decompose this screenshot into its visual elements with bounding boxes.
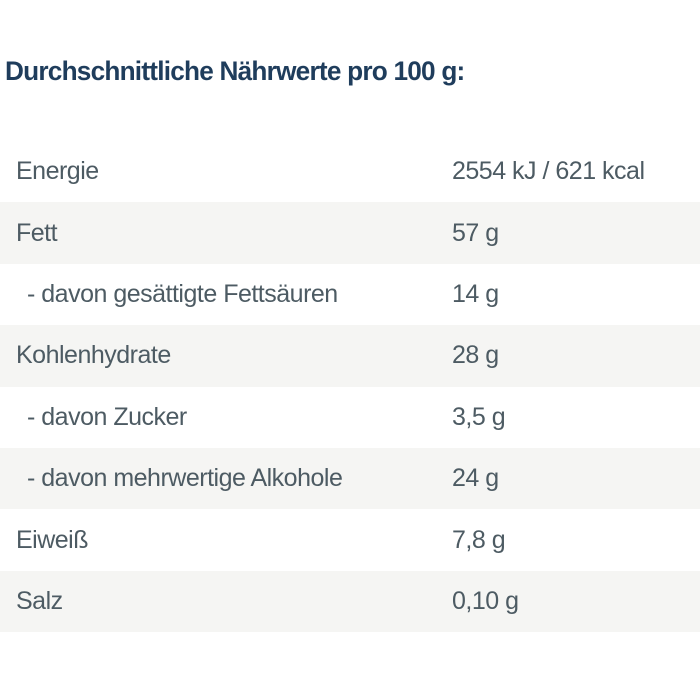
table-row: - davon gesättigte Fettsäuren 14 g: [0, 264, 700, 325]
row-value: 28 g: [452, 341, 499, 370]
row-label: Eiweiß: [16, 525, 89, 554]
row-label: - davon Zucker: [27, 402, 187, 431]
row-value: 0,10 g: [452, 586, 519, 615]
table-row: Kohlenhydrate 28 g: [0, 325, 700, 387]
row-value: 24 g: [452, 464, 499, 493]
row-label: - davon mehrwertige Alkohole: [27, 464, 343, 493]
page-title: Durchschnittliche Nährwerte pro 100 g:: [5, 56, 465, 86]
row-label: - davon gesättigte Fettsäuren: [27, 279, 338, 308]
row-label: Salz: [16, 586, 63, 615]
row-label: Energie: [16, 157, 99, 186]
table-row: Fett 57 g: [0, 202, 700, 264]
table-row: Salz 0,10 g: [0, 570, 700, 633]
row-label: Fett: [16, 218, 58, 247]
row-value: 3,5 g: [452, 402, 506, 431]
row-value: 7,8 g: [452, 525, 506, 554]
table-row: Energie 2554 kJ / 621 kcal: [0, 141, 700, 202]
row-label: Kohlenhydrate: [16, 341, 171, 370]
row-value: 57 g: [452, 218, 499, 247]
nutrition-table: Energie 2554 kJ / 621 kcal Fett 57 g - d…: [0, 141, 700, 633]
row-value: 2554 kJ / 621 kcal: [452, 157, 645, 186]
table-row: - davon Zucker 3,5 g: [0, 387, 700, 448]
row-value: 14 g: [452, 279, 499, 308]
table-row: - davon mehrwertige Alkohole 24 g: [0, 447, 700, 510]
table-row: Eiweiß 7,8 g: [0, 509, 700, 570]
